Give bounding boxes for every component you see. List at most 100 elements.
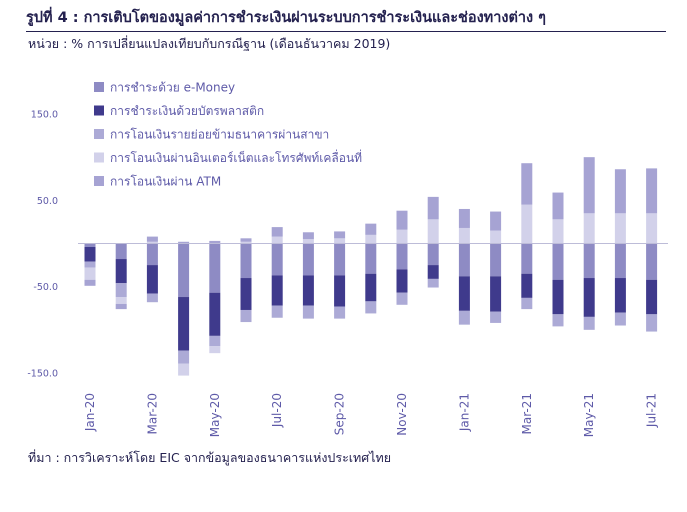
- bar-segment: [115, 283, 127, 298]
- x-tick-label: Sep-20: [333, 393, 347, 435]
- legend-label-0: การชำระด้วย e-Money: [110, 81, 235, 95]
- bar-segment: [552, 192, 564, 220]
- y-tick-label: 50.0: [37, 196, 58, 207]
- legend-swatch-4: [94, 176, 104, 186]
- bar-segment: [115, 297, 127, 304]
- bar-segment: [146, 241, 158, 244]
- bar-segment: [396, 243, 408, 270]
- bar-segment: [334, 238, 346, 244]
- legend-label-4: การโอนเงินผ่าน ATM: [110, 175, 221, 189]
- bar-segment: [365, 243, 377, 274]
- x-axis: Jan-20 Mar-20 May-20 Jul-20 Sep-20 Nov-20 Jan-…: [83, 393, 659, 437]
- bar-segment: [396, 269, 408, 293]
- bar-segment: [84, 267, 96, 280]
- bar-segment: [646, 213, 658, 244]
- bar-segment: [302, 232, 314, 240]
- bar-segment: [490, 311, 502, 323]
- bar-segment: [583, 316, 595, 330]
- bar-segment: [458, 208, 470, 228]
- bar-segment: [365, 223, 377, 235]
- bar-segment: [490, 276, 502, 312]
- bar-segment: [521, 273, 533, 298]
- y-axis: 150.0 50.0 -50.0 -150.0: [27, 110, 58, 380]
- bar-segment: [365, 301, 377, 314]
- bar-segment: [271, 275, 283, 306]
- x-tick-label: Mar-21: [520, 393, 534, 434]
- bar-segment: [178, 350, 190, 364]
- bar-segment: [458, 310, 470, 325]
- bar-segment: [178, 363, 190, 376]
- bar-segment: [458, 243, 470, 277]
- bar-segment: [458, 276, 470, 311]
- bar-segment: [646, 314, 658, 332]
- bar-segment: [240, 238, 252, 242]
- y-tick-label: -50.0: [33, 282, 58, 293]
- bar-segment: [396, 229, 408, 244]
- bar-segment: [240, 241, 252, 244]
- bar-segment: [209, 240, 221, 244]
- bar-segment: [84, 279, 96, 286]
- bar-segment: [583, 278, 595, 317]
- bar-segment: [209, 335, 221, 347]
- x-tick-label: Jan-20: [83, 393, 97, 432]
- source-note: ที่มา : การวิเคราะห์โดย EIC จากข้อมูลของ…: [28, 450, 392, 465]
- bar-segment: [614, 243, 626, 279]
- bar-segment: [521, 297, 533, 310]
- bar-segment: [552, 314, 564, 327]
- bar-segment: [646, 279, 658, 315]
- bar-segment: [115, 303, 127, 310]
- x-tick-label: May-21: [582, 393, 596, 437]
- bar-segment: [396, 292, 408, 305]
- bar-segment: [209, 346, 221, 354]
- bar-segment: [146, 243, 158, 266]
- bar-segment: [302, 243, 314, 276]
- bar-segment: [115, 259, 127, 284]
- bar-segment: [427, 265, 439, 279]
- bar-segment: [583, 157, 595, 214]
- bar-segment: [614, 213, 626, 244]
- bar-segment: [271, 236, 283, 244]
- legend-label-3: การโอนเงินผ่านอินเตอร์เน็ตและโทรศัพท์เคล…: [110, 149, 362, 165]
- bar-segment: [521, 163, 533, 205]
- bar-segment: [490, 243, 502, 277]
- bar-segment: [614, 312, 626, 326]
- legend: การชำระด้วย e-Money การชำระเงินด้วยบัตรพล…: [94, 81, 362, 189]
- bar-segment: [240, 309, 252, 323]
- bar-segment: [146, 236, 158, 242]
- legend-swatch-2: [94, 129, 104, 139]
- bar-segment: [209, 243, 221, 293]
- bar-segment: [365, 234, 377, 244]
- bar-segment: [271, 227, 283, 237]
- bar-segment: [334, 243, 346, 276]
- legend-label-1: การชำระเงินด้วยบัตรพลาสติก: [110, 104, 264, 118]
- bar-segment: [84, 261, 96, 268]
- x-tick-label: Mar-20: [145, 393, 159, 434]
- bar-segment: [146, 293, 158, 303]
- bar-segment: [614, 278, 626, 313]
- bar-segment: [521, 204, 533, 244]
- bar-segment: [552, 243, 564, 280]
- y-tick-label: -150.0: [27, 369, 58, 380]
- bar-segment: [115, 243, 127, 260]
- bar-segment: [146, 265, 158, 294]
- bar-segment: [490, 230, 502, 244]
- bar-segment: [365, 273, 377, 302]
- bar-segment: [427, 278, 439, 288]
- bar-segment: [490, 211, 502, 231]
- x-tick-label: Jan-21: [457, 393, 471, 432]
- bar-segment: [396, 210, 408, 230]
- bar-segment: [427, 219, 439, 244]
- legend-label-2: การโอนเงินรายย่อยข้ามธนาคารผ่านสาขา: [110, 128, 329, 142]
- bar-segment: [178, 241, 190, 244]
- bar-segment: [240, 243, 252, 279]
- legend-swatch-0: [94, 82, 104, 92]
- bar-segment: [302, 239, 314, 244]
- bar-segment: [271, 243, 283, 276]
- bar-segment: [302, 275, 314, 306]
- bar-segment: [334, 275, 346, 307]
- x-tick-label: Jul-21: [645, 393, 659, 428]
- bar-segment: [209, 292, 221, 336]
- bar-segment: [334, 306, 346, 319]
- bar-segment: [178, 243, 190, 298]
